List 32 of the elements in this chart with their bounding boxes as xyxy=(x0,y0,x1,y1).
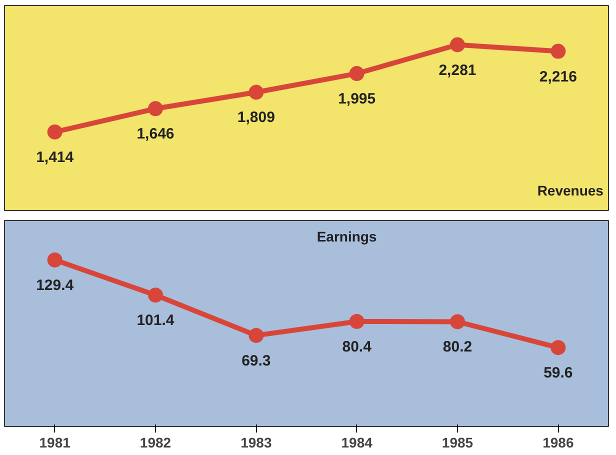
point xyxy=(550,44,566,59)
point xyxy=(47,124,62,140)
data-label: 59.6 xyxy=(544,364,573,382)
point xyxy=(47,252,62,268)
point xyxy=(248,84,264,100)
data-label: 2,281 xyxy=(438,62,476,79)
x-tick-label: 1985 xyxy=(442,434,474,450)
point xyxy=(248,328,264,343)
x-tick-label: 1983 xyxy=(240,434,272,450)
data-label: 1,809 xyxy=(237,109,275,126)
point xyxy=(148,101,163,116)
point xyxy=(349,66,364,82)
text: Revenues xyxy=(537,182,604,198)
data-label: 1,646 xyxy=(136,126,174,143)
point xyxy=(550,340,566,356)
data-label: 129.4 xyxy=(36,276,74,294)
x-tick-label: 1986 xyxy=(542,434,574,450)
x-tick-label: 1984 xyxy=(341,434,373,450)
data-label: 2,216 xyxy=(539,68,577,86)
data-label: 1,995 xyxy=(338,90,376,108)
chart-title: Earnings xyxy=(316,228,377,244)
data-label: 101.4 xyxy=(136,312,175,330)
data-label: 69.3 xyxy=(242,352,271,370)
data-label: 1,414 xyxy=(36,148,74,166)
data-label: 80.4 xyxy=(342,338,372,356)
point xyxy=(450,37,465,52)
point xyxy=(349,314,364,329)
point xyxy=(450,314,465,330)
point xyxy=(148,288,163,303)
x-tick-label: 1982 xyxy=(140,434,172,450)
data-label: 80.2 xyxy=(442,338,472,356)
x-tick-label: 1981 xyxy=(39,434,71,450)
